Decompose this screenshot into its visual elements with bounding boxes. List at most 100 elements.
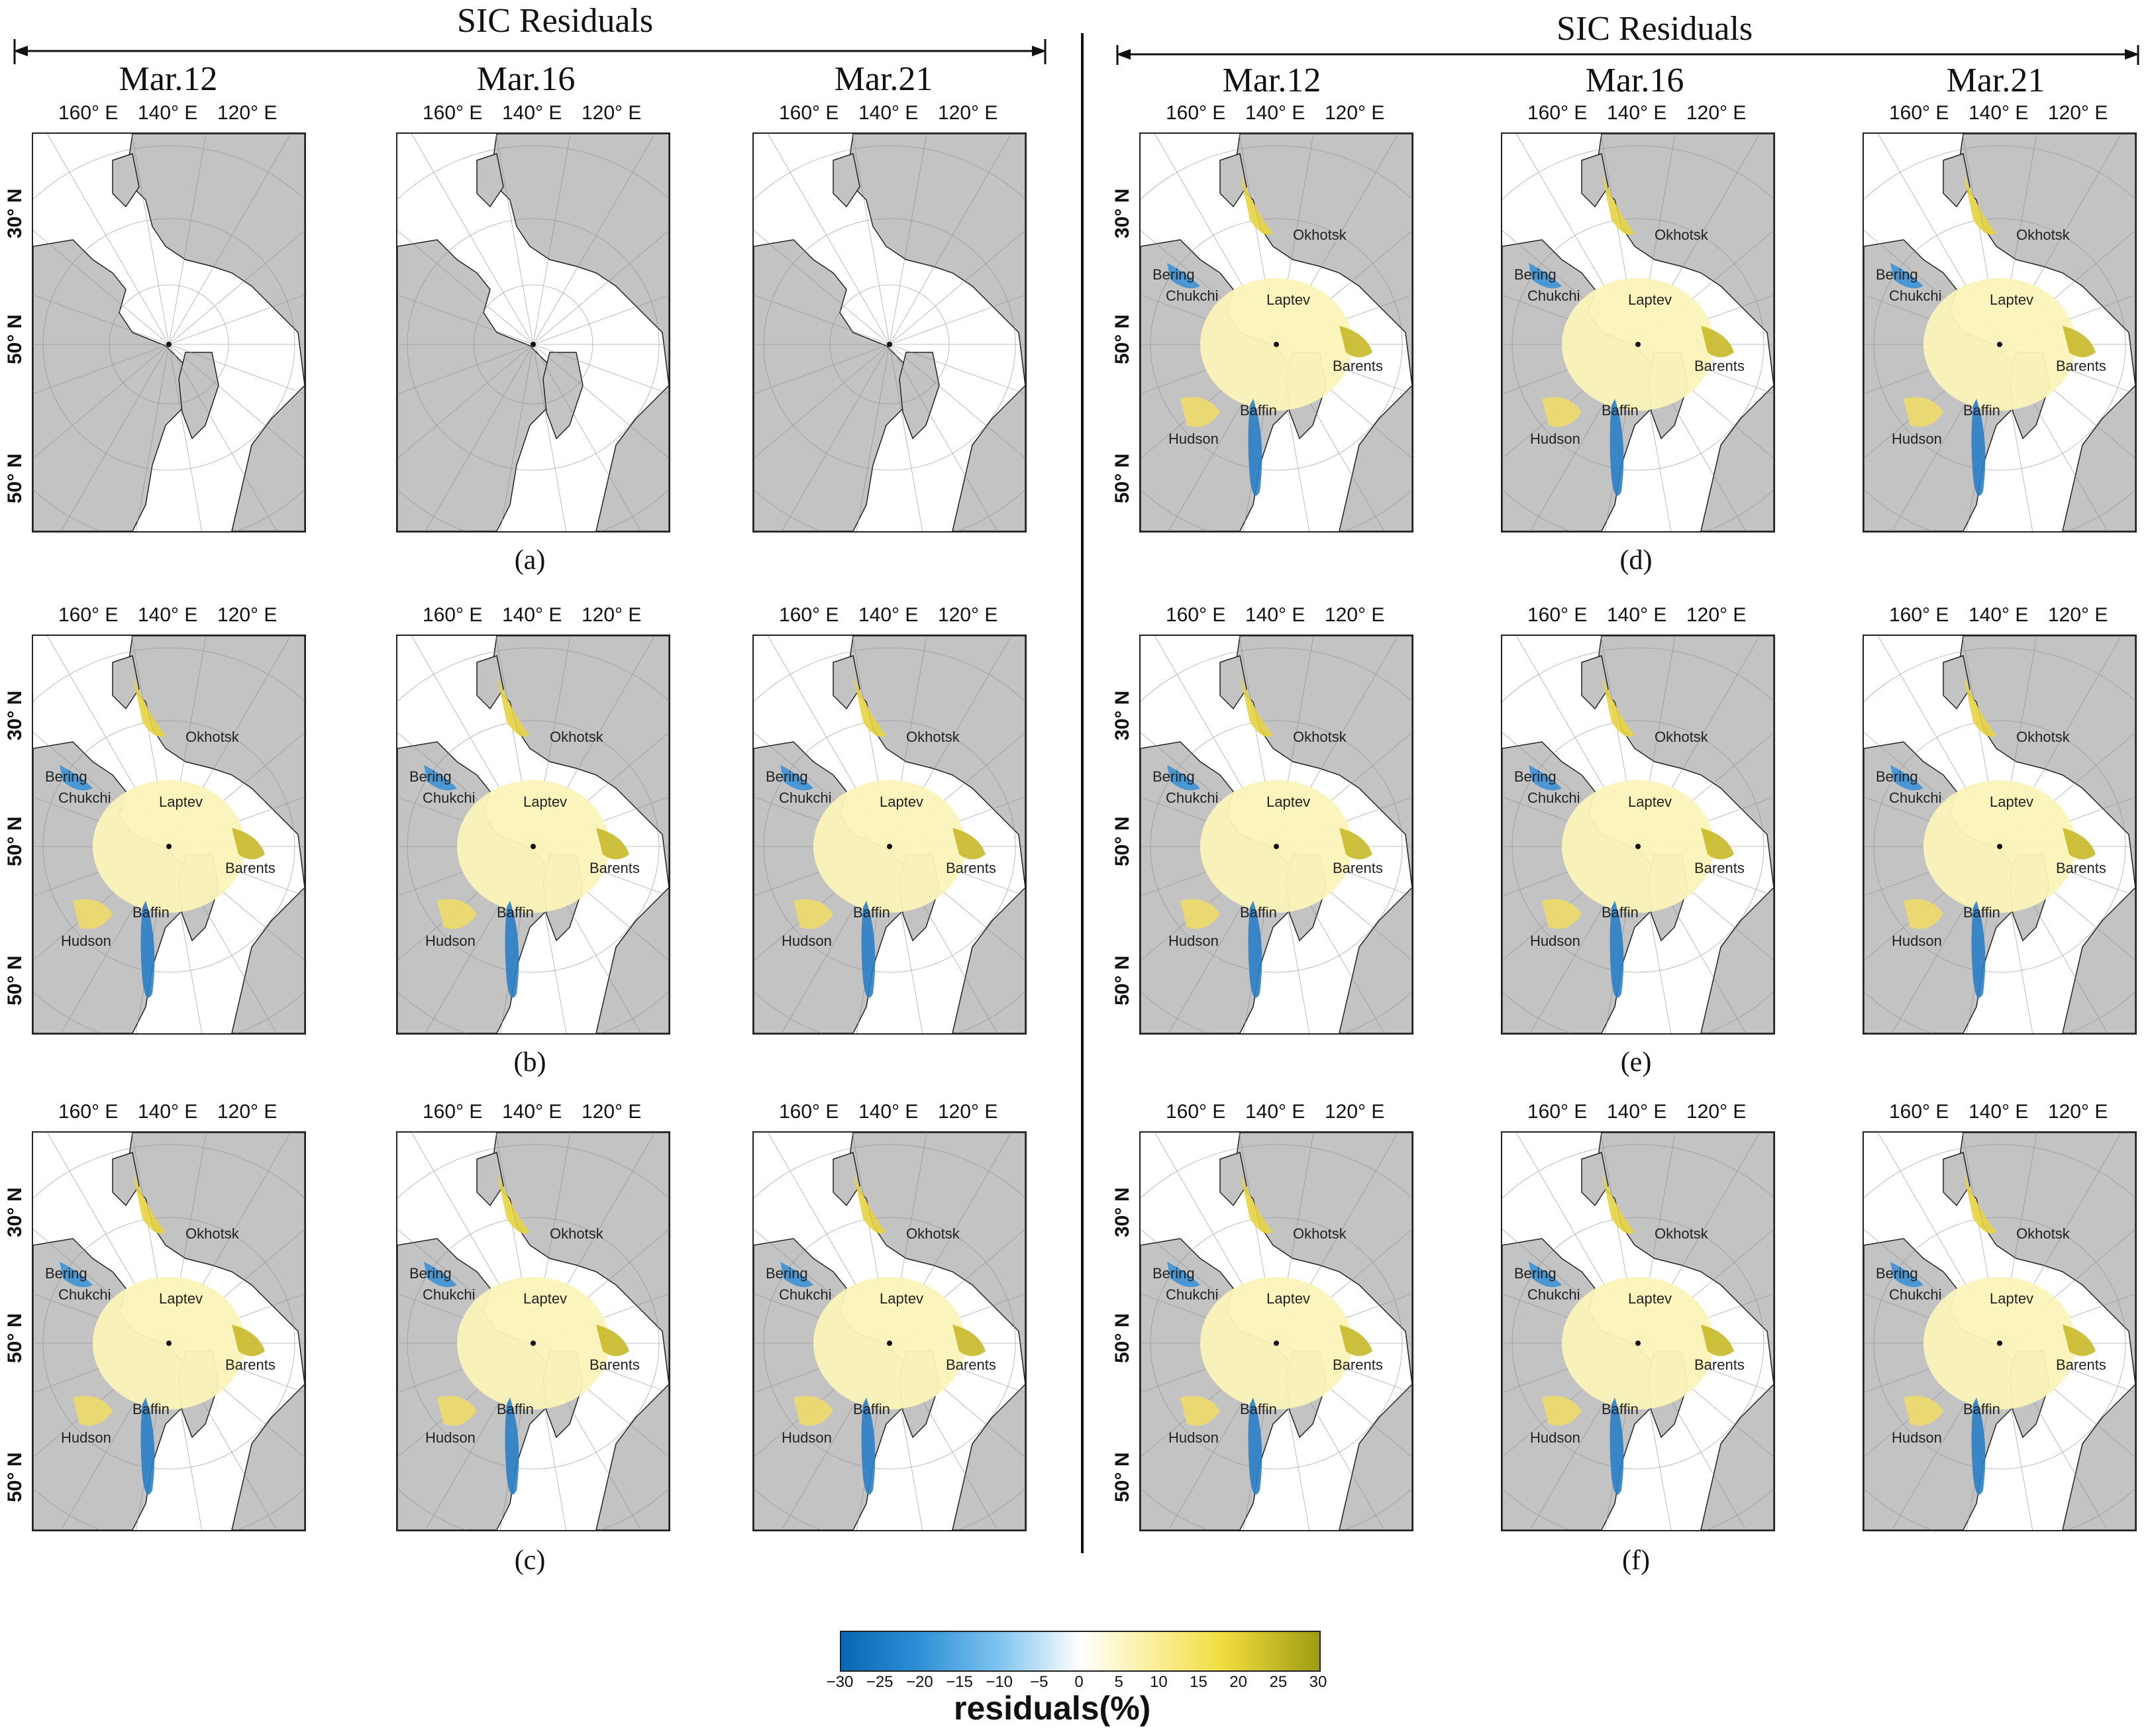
longitude-label: 120° E [1325,604,1385,626]
date-header: Mar.16 [476,60,576,98]
hudson-residuals [1904,1396,1943,1426]
okhotsk-residuals [1963,174,1996,235]
map-panel-e-2: Okhotsk Bering Chukchi Laptev Barents Baffin H… [1501,635,1775,1035]
colorbar-tick: −10 [986,1673,1013,1691]
longitude-label: 140° E [858,1101,919,1123]
longitude-label: 140° E [1607,604,1667,626]
land-americas [397,239,557,531]
latitude-label: 50° N [4,1313,26,1363]
land-eurasia [846,134,1025,531]
region-label-baffin: Baffin [1602,1401,1639,1417]
graticule [397,134,669,531]
longitude-label: 160° E [58,604,119,626]
north-pole-marker [531,844,536,849]
left-span-arrow [13,39,1047,64]
region-label-barents: Barents [1333,1356,1383,1373]
region-label-bering: Bering [766,1265,808,1282]
longitude-label: 160° E [1166,102,1226,124]
region-label-barents: Barents [946,1356,996,1373]
barents-residuals [596,828,629,860]
colorbar-tick: −30 [826,1673,854,1691]
north-pole-marker [1997,1341,2002,1346]
region-label-laptev: Laptev [1990,793,2034,810]
region-label-okhotsk: Okhotsk [185,1225,239,1242]
region-label-bering: Bering [1152,768,1195,785]
barents-residuals [2063,1325,2096,1356]
hudson-residuals [73,899,113,929]
region-label-okhotsk: Okhotsk [1655,1225,1708,1242]
latitude-label: 50° N [4,314,26,364]
region-label-bering: Bering [1514,266,1557,283]
bering-residuals [60,1262,93,1288]
longitude-label: 120° E [1686,604,1747,626]
longitude-label: 160° E [423,1101,483,1123]
barents-residuals [1701,326,1734,358]
map-panel-a-3 [752,132,1027,533]
region-label-baffin: Baffin [1602,904,1639,921]
longitude-label: 140° E [1245,102,1305,124]
longitude-label: 140° E [502,604,562,626]
map-panel-d-2: Okhotsk Bering Chukchi Laptev Barents Baffin H… [1501,132,1775,533]
longitude-label: 120° E [582,1101,642,1123]
colorbar-tick: −15 [946,1673,973,1691]
longitude-label: 120° E [1325,102,1385,124]
region-label-hudson: Hudson [61,1429,111,1446]
barents-residuals [1339,326,1372,358]
longitude-label: 140° E [1607,1101,1667,1123]
barents-residuals [232,828,265,860]
region-label-laptev: Laptev [1266,1290,1311,1307]
longitude-label: 120° E [582,604,642,626]
land-greenland [542,352,584,440]
land-kamchatka [112,1152,140,1207]
colorbar-tick: 5 [1114,1673,1123,1691]
land-kamchatka [1943,153,1970,208]
region-label-barents: Barents [1333,358,1383,374]
longitude-label: 140° E [502,102,562,124]
residuals-colorbar [840,1631,1321,1672]
land-kamchatka [1581,1152,1609,1207]
region-label-chukchi: Chukchi [1166,790,1219,806]
latitude-label: 30° N [4,1187,26,1237]
region-label-barents: Barents [1694,860,1745,876]
longitude-label: 120° E [1325,1101,1385,1123]
baffin-residuals [505,901,519,998]
land-americas [754,239,913,531]
map-panel-f-2: Okhotsk Bering Chukchi Laptev Barents Baffin H… [1501,1131,1775,1531]
map-panel-c-2: Okhotsk Bering Chukchi Laptev Barents Baffin H… [396,1131,670,1531]
longitude-label: 160° E [423,102,483,124]
region-label-baffin: Baffin [1240,904,1277,921]
bering-residuals [424,765,457,791]
region-label-okhotsk: Okhotsk [1293,1225,1347,1242]
baffin-residuals [1610,901,1624,998]
region-label-bering: Bering [1876,1265,1918,1282]
hudson-residuals [1180,899,1220,929]
bering-residuals [1167,1262,1200,1288]
okhotsk-residuals [1240,676,1273,737]
land-kamchatka [112,153,140,208]
okhotsk-residuals [1602,676,1635,737]
land-kamchatka [1581,153,1609,208]
region-label-okhotsk: Okhotsk [1655,227,1708,243]
region-label-bering: Bering [1152,266,1195,283]
baffin-residuals [1610,1398,1624,1495]
hudson-residuals [1904,899,1943,929]
land-kamchatka [1219,655,1247,710]
region-label-hudson: Hudson [1892,1429,1942,1446]
panel-label-f: (f) [1622,1545,1650,1576]
land-eurasia [125,134,305,531]
bering-residuals [1529,263,1562,289]
north-pole-marker [887,1341,892,1346]
latitude-label: 50° N [1111,453,1133,503]
baffin-residuals [1248,1398,1262,1495]
region-label-hudson: Hudson [1530,933,1580,949]
north-pole-marker [1635,342,1641,347]
land-kamchatka [1219,153,1247,208]
region-label-chukchi: Chukchi [779,1286,832,1303]
okhotsk-residuals [132,1172,166,1234]
colorbar-tick: −25 [866,1673,894,1691]
longitude-label: 160° E [1527,102,1588,124]
map-panel-b-1: Okhotsk Bering Chukchi Laptev Barents Baffin H… [32,635,306,1035]
region-label-laptev: Laptev [159,1290,203,1307]
region-label-hudson: Hudson [782,1429,832,1446]
north-pole-marker [887,844,892,849]
